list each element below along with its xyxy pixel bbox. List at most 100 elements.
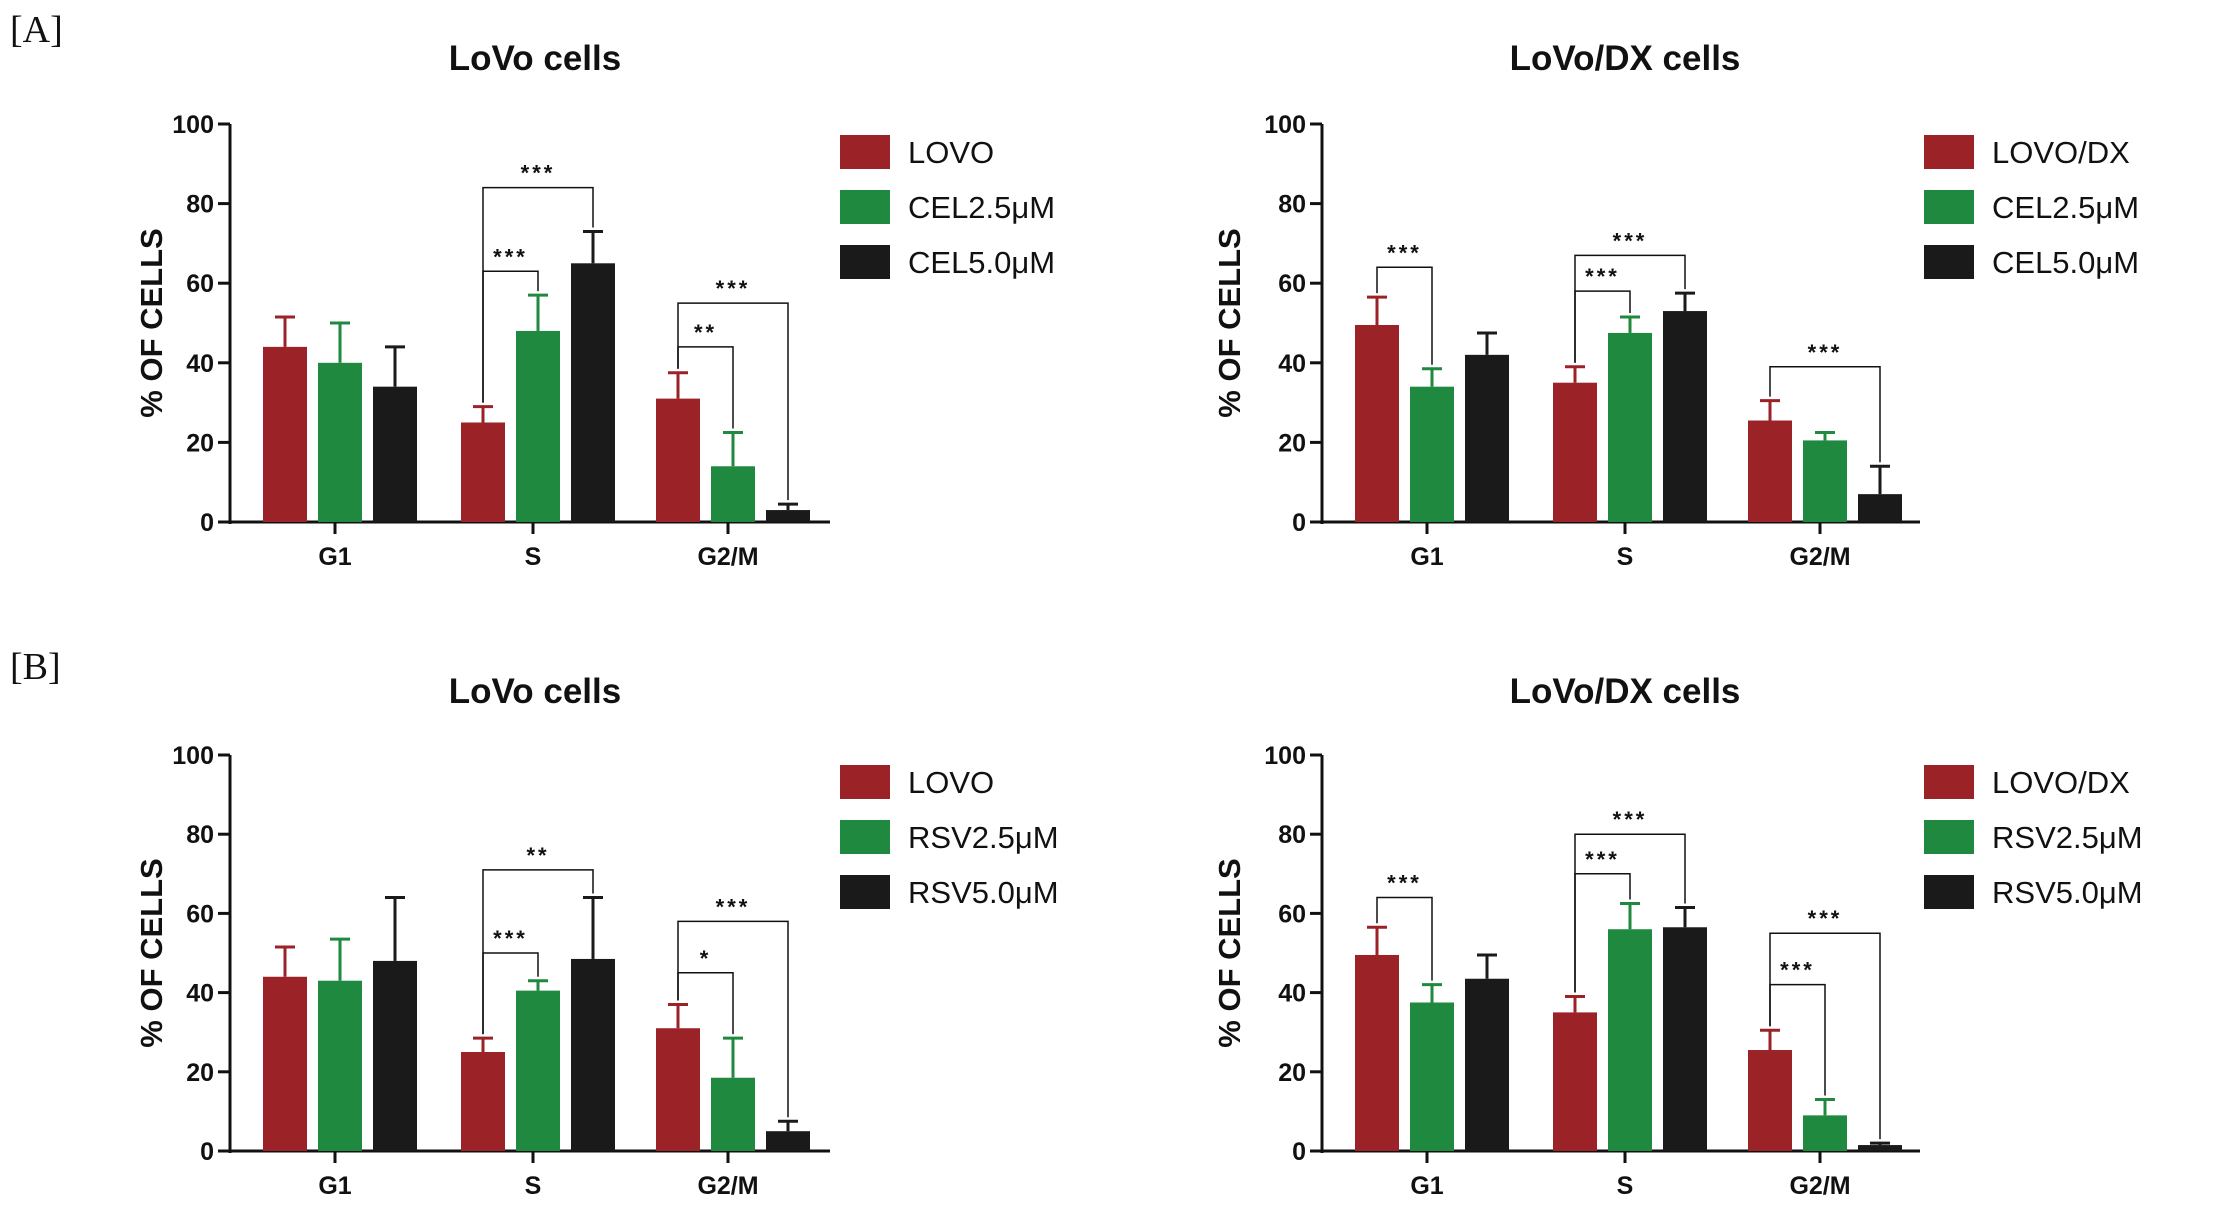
x-tick-label: S bbox=[1617, 543, 1634, 571]
legend-swatch bbox=[840, 765, 890, 799]
significance-label: *** bbox=[493, 926, 528, 951]
y-tick-label: 80 bbox=[1278, 821, 1306, 849]
legend-label: RSV2.5μM bbox=[1992, 820, 2143, 855]
x-tick-label: G2/M bbox=[1789, 543, 1850, 571]
bar bbox=[1465, 354, 1509, 522]
chart-title: LoVo/DX cells bbox=[1510, 672, 1741, 711]
significance-label: *** bbox=[1585, 847, 1620, 872]
bar bbox=[461, 1052, 505, 1151]
significance-label: *** bbox=[493, 244, 528, 269]
significance-label: *** bbox=[716, 894, 751, 919]
bar bbox=[711, 466, 755, 522]
x-tick-label: G1 bbox=[318, 1172, 351, 1200]
x-tick-label: S bbox=[525, 1172, 542, 1200]
significance-label: *** bbox=[716, 276, 751, 301]
y-tick-label: 60 bbox=[1278, 900, 1306, 928]
bar bbox=[1410, 386, 1454, 522]
bar bbox=[711, 1077, 755, 1151]
bar bbox=[263, 976, 307, 1151]
y-axis-label: % OF CELLS bbox=[1212, 228, 1247, 417]
significance-label: *** bbox=[1387, 871, 1422, 896]
legend-swatch bbox=[840, 245, 890, 279]
significance-label: *** bbox=[1613, 228, 1648, 253]
legend-swatch bbox=[1924, 190, 1974, 224]
bar bbox=[461, 422, 505, 522]
legend-label: CEL2.5μM bbox=[1992, 190, 2139, 225]
x-tick-label: S bbox=[1617, 1172, 1634, 1200]
chart-title: LoVo cells bbox=[449, 672, 621, 711]
bar bbox=[656, 1028, 700, 1151]
legend-label: RSV5.0μM bbox=[1992, 875, 2143, 910]
significance-label: *** bbox=[1387, 240, 1422, 265]
significance-label: *** bbox=[1808, 340, 1843, 365]
significance-bracket bbox=[1574, 873, 1631, 993]
y-tick-label: 20 bbox=[1278, 1059, 1306, 1087]
y-tick-label: 80 bbox=[186, 821, 214, 849]
significance-label: *** bbox=[1808, 906, 1843, 931]
y-tick-label: 60 bbox=[186, 270, 214, 298]
bar bbox=[1608, 929, 1652, 1151]
chart-title: LoVo cells bbox=[449, 39, 621, 78]
bar bbox=[1748, 1050, 1792, 1151]
bar bbox=[1355, 324, 1399, 522]
legend-swatch bbox=[840, 135, 890, 169]
y-tick-label: 40 bbox=[186, 350, 214, 378]
y-tick-label: 0 bbox=[200, 509, 214, 537]
bar bbox=[1553, 382, 1597, 522]
x-tick-label: G1 bbox=[1410, 543, 1443, 571]
y-tick-label: 100 bbox=[1264, 742, 1306, 770]
y-tick-label: 0 bbox=[1292, 509, 1306, 537]
y-tick-label: 20 bbox=[186, 1059, 214, 1087]
bar bbox=[1748, 420, 1792, 522]
y-axis-label: % OF CELLS bbox=[134, 858, 169, 1047]
significance-label: *** bbox=[1780, 958, 1815, 983]
bar bbox=[263, 346, 307, 522]
bar bbox=[1410, 1002, 1454, 1151]
y-tick-label: 60 bbox=[186, 900, 214, 928]
significance-label: *** bbox=[1613, 807, 1648, 832]
significance-bracket bbox=[1574, 290, 1631, 363]
y-tick-label: 0 bbox=[200, 1138, 214, 1166]
significance-bracket bbox=[1769, 932, 1881, 1140]
bar bbox=[1663, 311, 1707, 522]
y-tick-label: 0 bbox=[1292, 1138, 1306, 1166]
significance-bracket bbox=[1769, 983, 1826, 1096]
significance-bracket bbox=[1769, 366, 1881, 463]
legend-label: RSV2.5μM bbox=[908, 820, 1059, 855]
y-tick-label: 60 bbox=[1278, 270, 1306, 298]
y-tick-label: 100 bbox=[1264, 111, 1306, 139]
significance-label: * bbox=[700, 946, 712, 971]
x-tick-label: G1 bbox=[318, 543, 351, 571]
bar bbox=[1608, 332, 1652, 522]
y-tick-label: 40 bbox=[186, 980, 214, 1008]
legend-swatch bbox=[1924, 875, 1974, 909]
bar bbox=[571, 263, 615, 522]
y-tick-label: 80 bbox=[1278, 191, 1306, 219]
x-tick-label: G2/M bbox=[697, 1172, 758, 1200]
bar bbox=[318, 362, 362, 522]
legend-swatch bbox=[1924, 135, 1974, 169]
legend-label: LOVO bbox=[908, 765, 994, 800]
significance-label: *** bbox=[1585, 264, 1620, 289]
y-tick-label: 80 bbox=[186, 191, 214, 219]
bar bbox=[1553, 1012, 1597, 1151]
significance-bracket bbox=[677, 920, 789, 1118]
significance-label: ** bbox=[526, 843, 549, 868]
legend-label: LOVO/DX bbox=[1992, 135, 2130, 170]
legend-label: RSV5.0μM bbox=[908, 875, 1059, 910]
bar bbox=[1355, 954, 1399, 1151]
legend-label: LOVO bbox=[908, 135, 994, 170]
significance-label: ** bbox=[694, 320, 717, 345]
legend-swatch bbox=[840, 875, 890, 909]
y-tick-label: 100 bbox=[172, 742, 214, 770]
chart-title: LoVo/DX cells bbox=[1510, 39, 1741, 78]
x-tick-label: G2/M bbox=[697, 543, 758, 571]
y-tick-label: 20 bbox=[186, 429, 214, 457]
bar bbox=[318, 980, 362, 1151]
significance-bracket bbox=[677, 972, 734, 1035]
significance-label: *** bbox=[521, 161, 556, 186]
